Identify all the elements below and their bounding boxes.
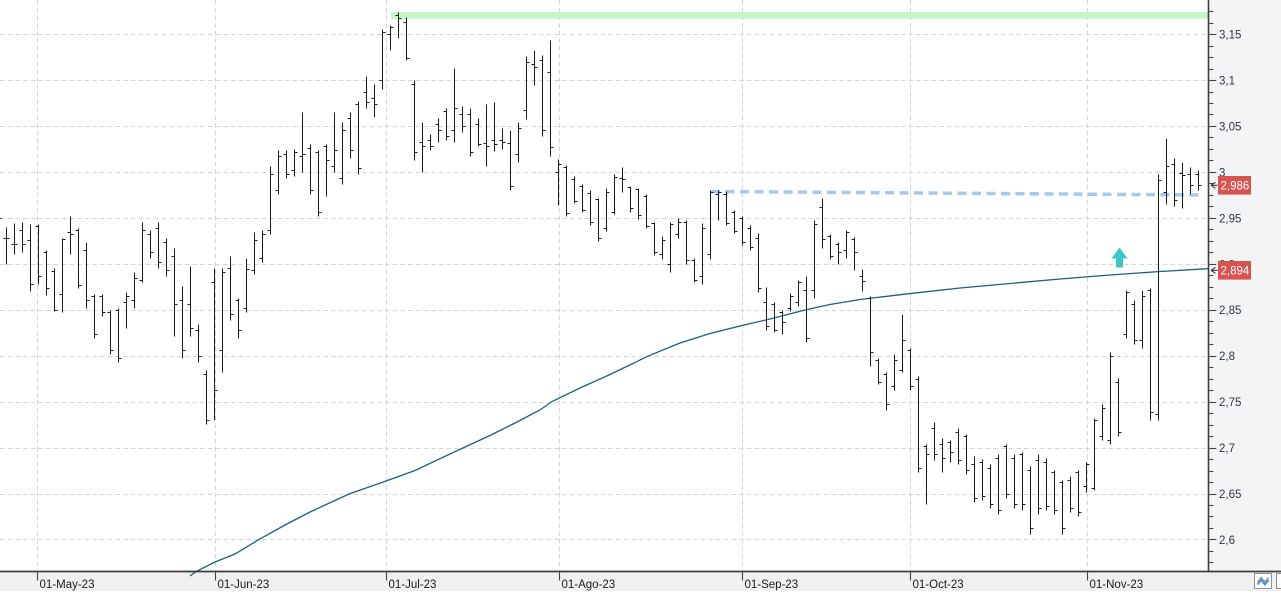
svg-text:2,894: 2,894	[1221, 266, 1250, 278]
svg-text:3,05: 3,05	[1219, 122, 1241, 134]
svg-text:01-Ago-23: 01-Ago-23	[562, 579, 616, 591]
svg-text:2,7: 2,7	[1219, 443, 1235, 455]
svg-text:01-Oct-23: 01-Oct-23	[913, 579, 964, 591]
svg-text:01-Jun-23: 01-Jun-23	[218, 579, 270, 591]
svg-text:2,85: 2,85	[1219, 305, 1241, 317]
svg-text:3,1: 3,1	[1219, 76, 1235, 88]
svg-text:2,6: 2,6	[1219, 535, 1235, 547]
svg-text:3,15: 3,15	[1219, 30, 1241, 42]
svg-text:2,8: 2,8	[1219, 351, 1235, 363]
svg-text:01-Sep-23: 01-Sep-23	[745, 579, 799, 591]
svg-text:01-Nov-23: 01-Nov-23	[1090, 579, 1144, 591]
svg-text:2,75: 2,75	[1219, 397, 1241, 409]
svg-text:2,986: 2,986	[1221, 181, 1250, 193]
svg-text:2,65: 2,65	[1219, 489, 1241, 501]
svg-text:01-Jul-23: 01-Jul-23	[389, 579, 437, 591]
svg-text:2,95: 2,95	[1219, 213, 1241, 225]
svg-text:01-May-23: 01-May-23	[40, 579, 95, 591]
